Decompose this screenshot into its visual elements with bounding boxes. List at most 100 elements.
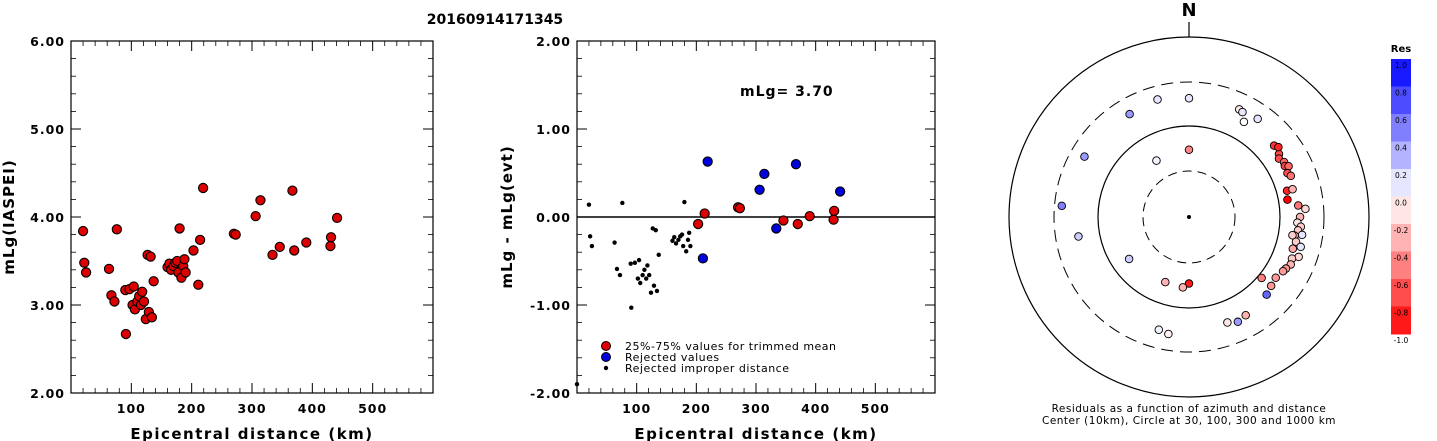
station-residual-point: [1184, 145, 1194, 154]
magnitude-point: [188, 245, 199, 256]
legend-marker-rejected: [601, 352, 611, 362]
rejected-point: [759, 168, 770, 180]
improper-distance-point: [651, 283, 657, 288]
magnitude-point: [325, 240, 336, 252]
improper-distance-point: [635, 276, 641, 281]
magnitude-point: [301, 237, 312, 248]
station-residual-point: [1288, 244, 1298, 253]
colorbar-tick-label: -0.4: [1394, 254, 1409, 263]
station-residual-point: [1283, 195, 1292, 204]
x-axis-label: Epicentral distance (km): [634, 425, 877, 441]
improper-distance-point: [682, 199, 687, 205]
y-tick-label: -1.00: [530, 298, 571, 313]
improper-distance-point: [638, 280, 643, 286]
station-residual-point: [1262, 290, 1271, 299]
y-tick-label: 2.00: [30, 386, 65, 401]
colorbar-swatch: [1391, 306, 1411, 335]
y-tick-label: 5.00: [30, 122, 65, 137]
trimmed-mean-point: [828, 214, 839, 225]
trimmed-mean-point: [692, 218, 704, 230]
improper-distance-point: [612, 240, 617, 245]
mean-magnitude-annotation: mLg= 3.70: [740, 84, 834, 100]
y-axis-label: mLg(IASPEI): [0, 159, 18, 274]
y-tick-label: 2.00: [536, 34, 571, 49]
station-residual-point: [1178, 283, 1188, 292]
station-residual-points: [1057, 93, 1310, 339]
y-tick-label: 4.00: [30, 210, 65, 225]
colorbar-swatches: [1391, 59, 1411, 335]
x-tick-label: 100: [117, 401, 146, 416]
improper-distance-point: [670, 238, 675, 243]
improper-distance-point: [614, 266, 620, 272]
colorbar-swatch: [1391, 224, 1411, 252]
station-residual-point: [1233, 317, 1243, 327]
station-residual-point: [1124, 254, 1134, 264]
station-residual-point: [1286, 171, 1296, 181]
station-residual-point: [1271, 273, 1280, 282]
x-axis-ticks: 100 200 300 400 500: [82, 41, 422, 416]
improper-distance-point: [640, 272, 645, 278]
trimmed-mean-point: [804, 210, 815, 222]
station-residual-point: [1239, 117, 1249, 127]
y-axis-label: mLg - mLg(evt): [498, 145, 516, 288]
magnitude-point: [109, 296, 120, 307]
colorbar-tick-label: -0.6: [1394, 281, 1409, 290]
station-residual-point: [1278, 267, 1288, 276]
magnitude-point: [331, 212, 343, 224]
station-residual-point: [1291, 237, 1301, 246]
magnitude-point: [267, 249, 278, 260]
y-tick-label: 1.00: [536, 122, 571, 137]
magnitude-point: [138, 296, 150, 307]
trimmed-mean-point: [778, 215, 789, 226]
improper-distance-point: [646, 272, 652, 278]
ring-100km: [1097, 125, 1281, 309]
ring-30km: [1142, 170, 1236, 264]
improper-distance-point: [644, 276, 649, 281]
station-residual-point: [1274, 142, 1283, 152]
x-axis-ticks: 100 200 300 400 500: [588, 41, 924, 416]
colorbar-tick-label: 1.0: [1395, 61, 1407, 70]
magnitude-point: [325, 232, 337, 243]
improper-distance-point: [620, 200, 625, 206]
improper-distance-point: [645, 263, 650, 268]
trimmed-mean-point: [792, 218, 803, 230]
legend-label-rejected: Rejected values: [625, 351, 720, 364]
improper-distance-point: [632, 260, 638, 265]
station-residual-point: [1253, 114, 1262, 124]
station-residual-point: [1238, 107, 1247, 117]
station-residual-point: [1266, 281, 1276, 291]
improper-distance-point: [642, 267, 647, 272]
improper-distance-point: [685, 237, 691, 243]
magnitude-point: [197, 182, 209, 194]
magnitude-point: [103, 263, 115, 275]
colorbar-tick-label: 0.2: [1395, 171, 1407, 180]
caption-line-1: Residuals as a function of azimuth and d…: [1052, 403, 1327, 415]
station-residual-point: [1257, 273, 1266, 283]
rejected-point: [754, 184, 765, 195]
y-axis-ticks: 2.00 3.00 4.00 5.00 6.00: [30, 34, 433, 401]
data-points: [77, 182, 343, 340]
trimmed-mean-point: [829, 205, 840, 216]
legend-label-kept: 25%-75% values for trimmed mean: [625, 340, 837, 353]
improper-distance-point: [681, 243, 686, 249]
improper-distance-point: [636, 257, 642, 263]
station-residual-point: [1288, 184, 1297, 194]
magnitude-point: [146, 312, 157, 323]
y-tick-label: 3.00: [30, 298, 65, 313]
rejected-point: [697, 253, 709, 264]
station-residual-point: [1164, 329, 1173, 339]
magnitude-point: [180, 267, 191, 278]
data-points: [574, 156, 846, 387]
colorbar-tick-labels: 1.0 0.8 0.6 0.4 0.2 0.0 -0.2 -0.4 -0.6 -0.8 -1.0: [1394, 61, 1409, 345]
improper-distance-point: [672, 235, 677, 240]
ring-300km: [1053, 81, 1325, 353]
azimuth-residual-map: N Residuals as a function of azimuth and…: [1008, 0, 1370, 427]
trimmed-mean-point: [699, 208, 710, 219]
station-residual-point: [1184, 279, 1194, 288]
residual-colorbar: Res 1.0 0.8 0.6 0.4 0.2 0.0 -0.2 -0.4 -0.6 -0.8 -1…: [1391, 44, 1411, 345]
magnitude-point: [145, 251, 156, 262]
colorbar-swatch: [1391, 141, 1411, 170]
improper-distance-point: [683, 249, 689, 254]
improper-distance-point: [686, 230, 692, 236]
improper-distance-point: [673, 241, 679, 246]
